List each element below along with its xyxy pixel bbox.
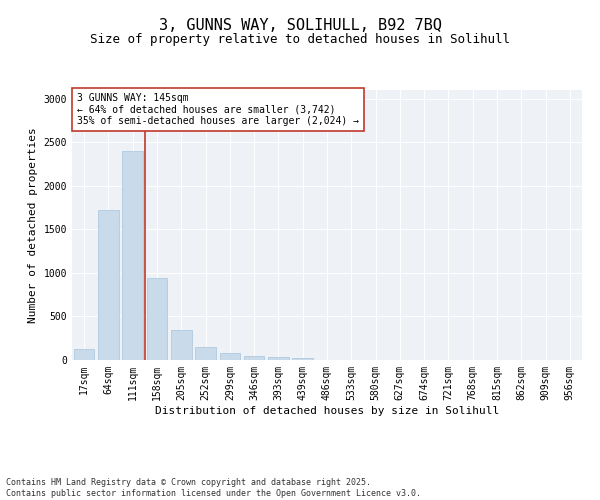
Bar xyxy=(146,278,167,360)
Bar xyxy=(292,358,313,360)
Bar xyxy=(98,210,119,360)
Text: 3 GUNNS WAY: 145sqm
← 64% of detached houses are smaller (3,742)
35% of semi-det: 3 GUNNS WAY: 145sqm ← 64% of detached ho… xyxy=(77,92,359,126)
Bar xyxy=(220,353,240,360)
Y-axis label: Number of detached properties: Number of detached properties xyxy=(28,127,38,323)
X-axis label: Distribution of detached houses by size in Solihull: Distribution of detached houses by size … xyxy=(155,406,499,415)
Bar xyxy=(122,151,143,360)
Bar xyxy=(268,356,289,360)
Bar xyxy=(195,346,216,360)
Bar xyxy=(171,330,191,360)
Text: 3, GUNNS WAY, SOLIHULL, B92 7BQ: 3, GUNNS WAY, SOLIHULL, B92 7BQ xyxy=(158,18,442,32)
Text: Contains HM Land Registry data © Crown copyright and database right 2025.
Contai: Contains HM Land Registry data © Crown c… xyxy=(6,478,421,498)
Bar xyxy=(244,356,265,360)
Text: Size of property relative to detached houses in Solihull: Size of property relative to detached ho… xyxy=(90,32,510,46)
Bar xyxy=(74,348,94,360)
